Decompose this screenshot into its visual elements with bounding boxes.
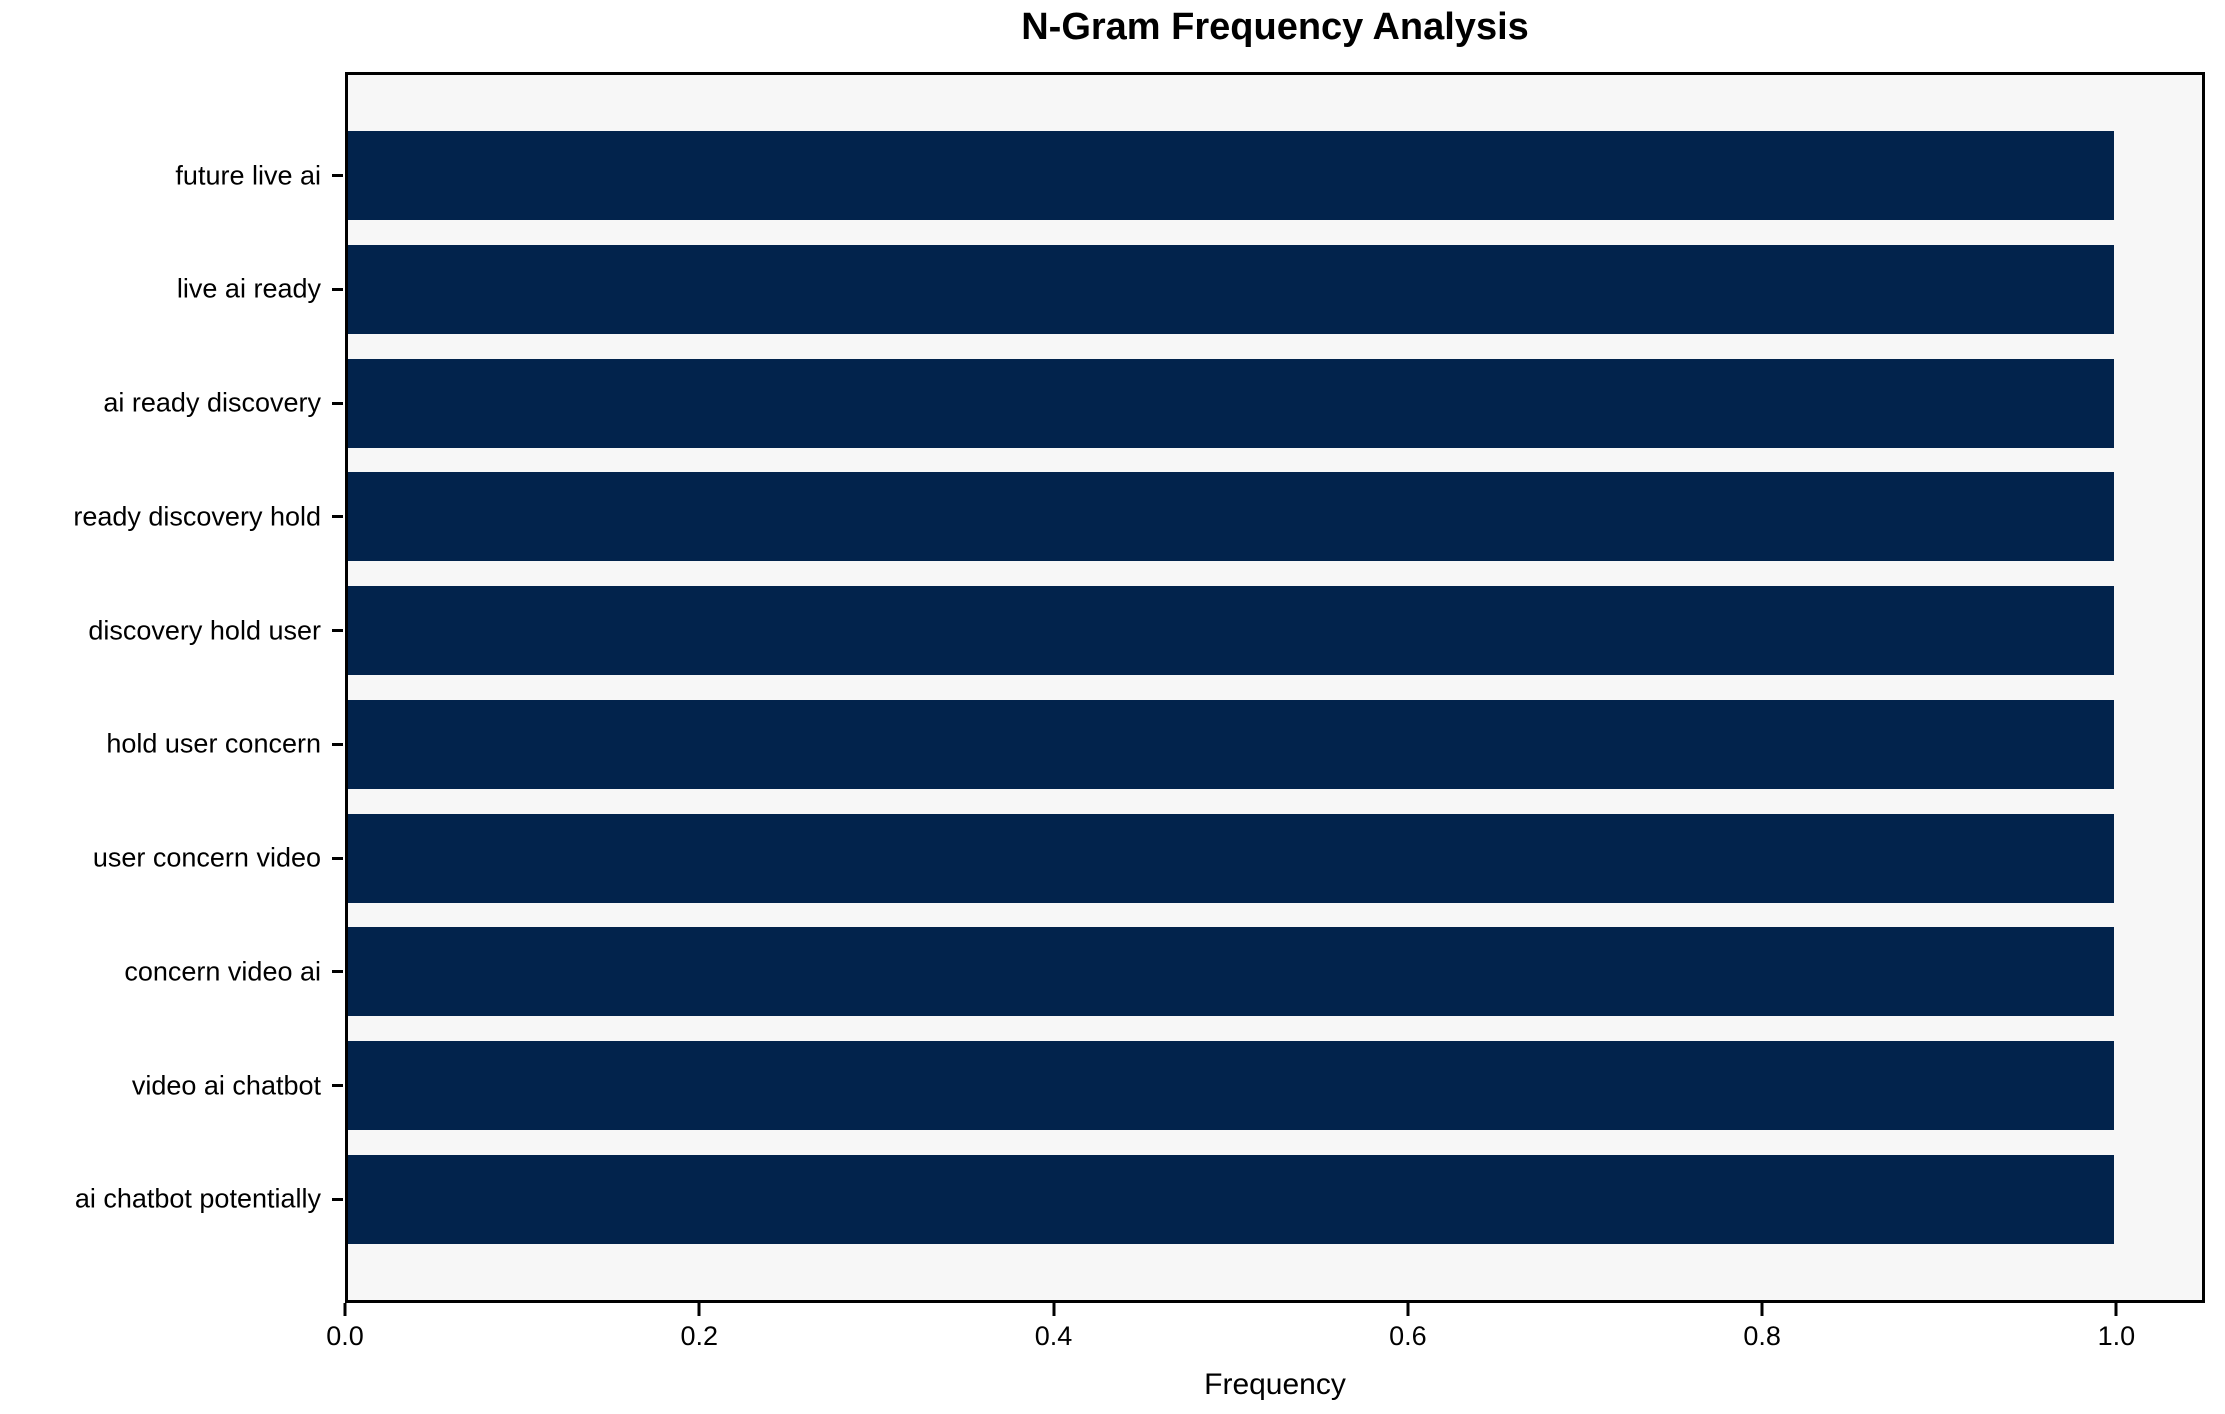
bar	[348, 358, 2114, 448]
y-tick-mark	[332, 629, 343, 633]
bar-row: user concern video	[93, 813, 2202, 903]
bar	[348, 131, 2114, 220]
x-tick-mark	[1406, 1303, 1410, 1316]
bar	[348, 1041, 2114, 1131]
x-tick-label: 0.6	[1389, 1321, 1427, 1351]
x-tick-label: 0.8	[1743, 1321, 1781, 1351]
y-tick-label: user concern video	[92, 842, 321, 873]
x-tick-mark	[2114, 1303, 2118, 1316]
y-tick-label: concern video ai	[124, 956, 321, 987]
y-tick-label: ai ready discovery	[103, 387, 321, 418]
bar-row: ai chatbot potentially	[75, 1154, 2202, 1244]
x-axis-title: Frequency	[1204, 1368, 1346, 1401]
y-tick-mark	[332, 1197, 343, 1201]
x-tick-mark	[1760, 1303, 1764, 1316]
bar	[348, 586, 2114, 676]
bar	[348, 699, 2114, 789]
bar-row: discovery hold user	[88, 586, 2202, 676]
y-tick-mark	[332, 174, 343, 177]
bar	[348, 813, 2114, 903]
y-tick-label: discovery hold user	[88, 615, 321, 646]
x-tick-mark	[1052, 1303, 1056, 1316]
y-tick-label: ready discovery hold	[73, 501, 321, 532]
y-tick-mark	[332, 287, 343, 291]
y-tick-label: ai chatbot potentially	[74, 1183, 321, 1214]
y-tick-mark	[332, 401, 343, 405]
bar	[348, 244, 2114, 334]
bar-row: future live ai	[175, 131, 2202, 220]
bar-row: concern video ai	[124, 927, 2202, 1017]
bar-row: video ai chatbot	[132, 1041, 2202, 1131]
bar	[348, 927, 2114, 1017]
plot-area: future live ai live ai ready ai ready disc…	[73, 72, 2205, 1303]
chart-title: N-Gram Frequency Analysis	[1021, 6, 1529, 48]
bar-row: hold user concern	[106, 699, 2202, 789]
bar-row: live ai ready	[177, 244, 2202, 334]
x-tick-mark	[343, 1303, 347, 1316]
x-tick-label: 0.2	[680, 1321, 719, 1351]
y-tick-label: live ai ready	[176, 273, 321, 304]
bar	[348, 1154, 2114, 1244]
y-tick-label: video ai chatbot	[131, 1070, 321, 1101]
bar-row: ready discovery hold	[73, 472, 2202, 562]
y-tick-mark	[332, 970, 343, 974]
x-tick-mark	[697, 1303, 701, 1316]
x-tick-label: 0.4	[1034, 1321, 1073, 1351]
y-tick-label: future live ai	[175, 160, 321, 190]
y-tick-label: hold user concern	[106, 728, 321, 759]
bar-row: ai ready discovery	[103, 358, 2202, 448]
y-tick-mark	[332, 1084, 343, 1088]
x-tick-label: 1.0	[2097, 1321, 2136, 1351]
y-tick-mark	[332, 742, 343, 746]
x-tick-label: 0.0	[326, 1321, 364, 1351]
bar	[348, 472, 2114, 562]
x-axis: 0.0 0.2 0.4 0.6 0.8 1.0	[326, 1303, 2205, 1373]
y-tick-mark	[332, 515, 343, 519]
y-tick-mark	[332, 856, 343, 860]
